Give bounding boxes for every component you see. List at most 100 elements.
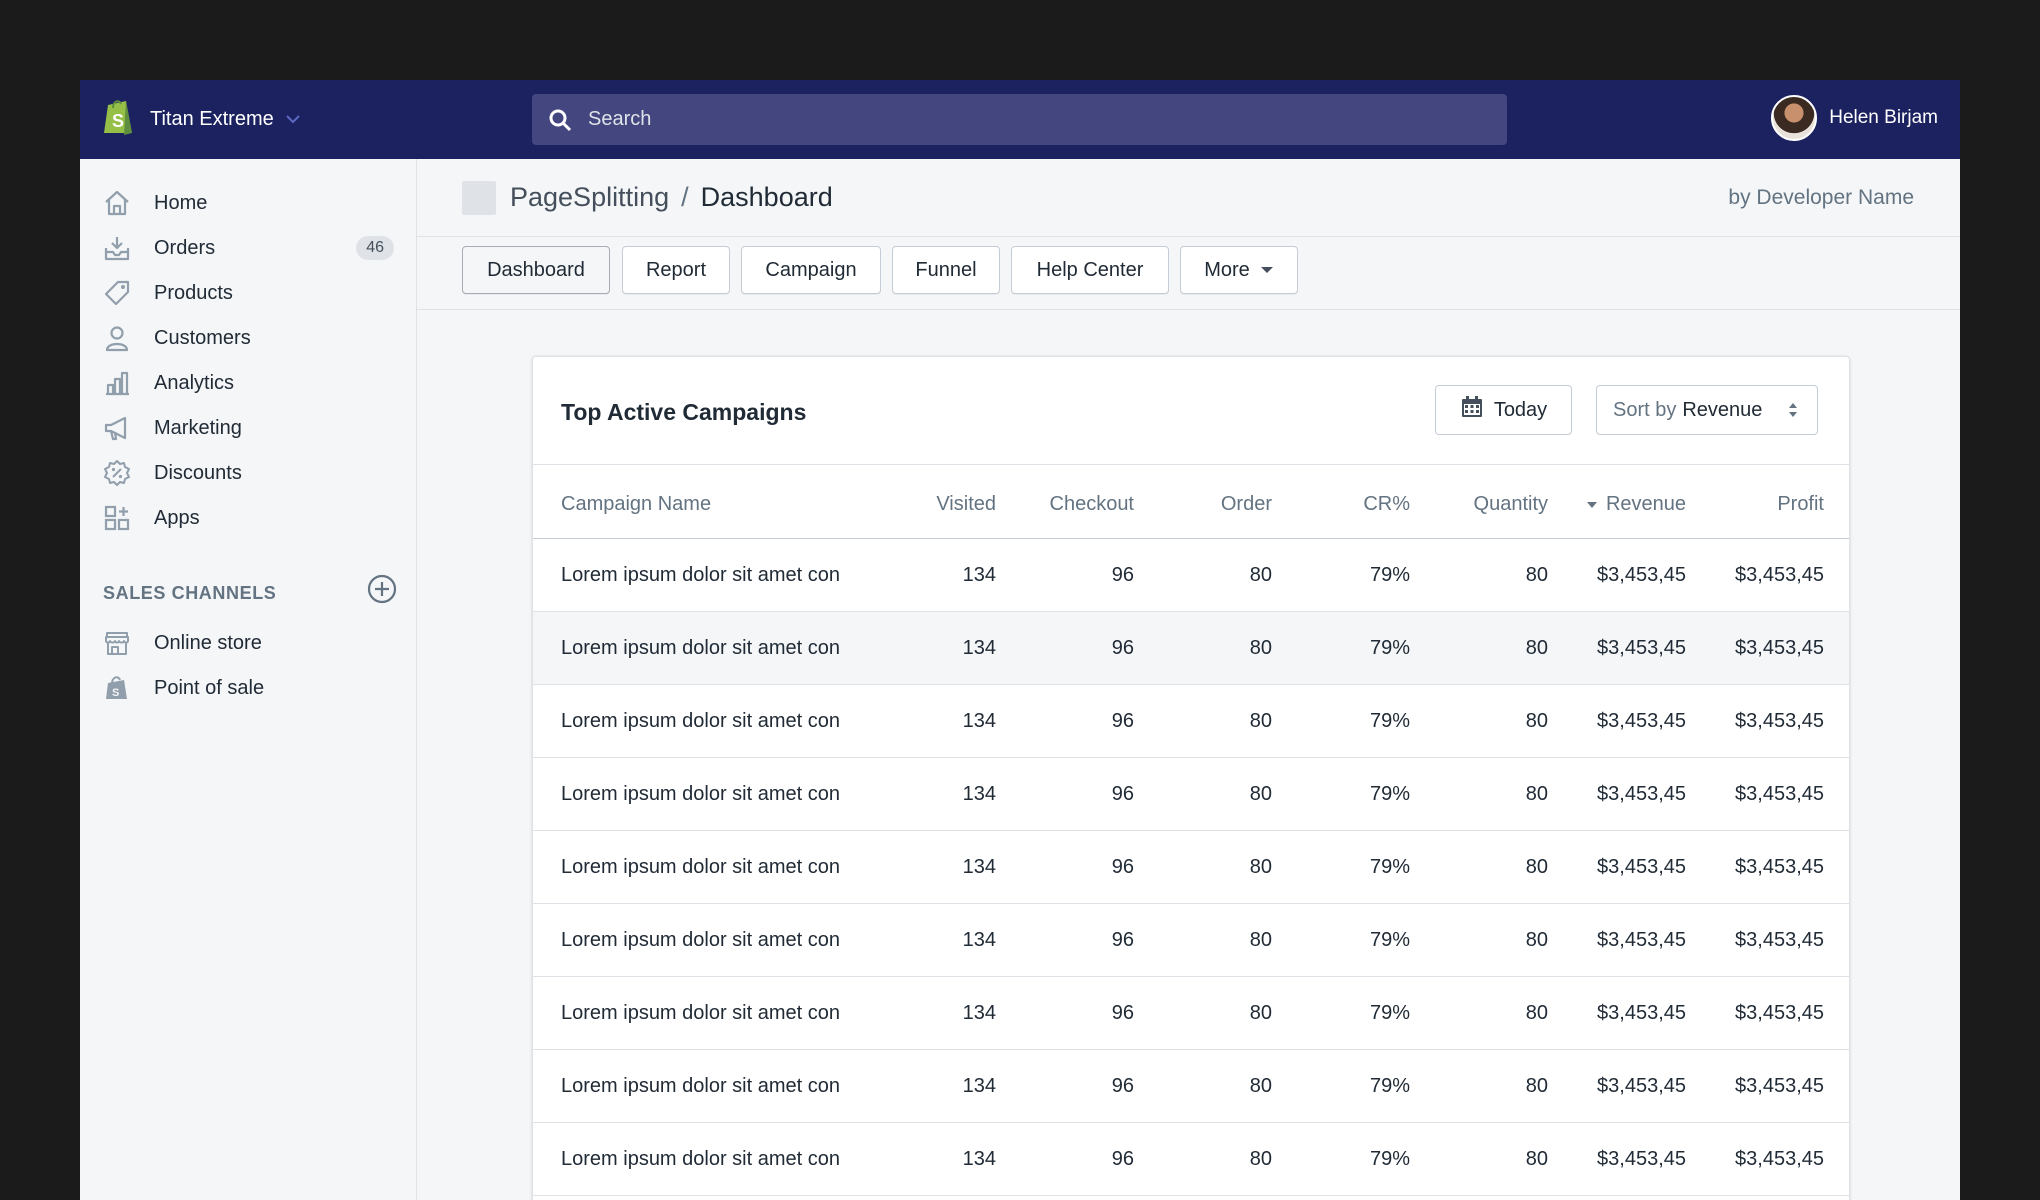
search-bar[interactable]: Search [532, 94, 1507, 145]
breadcrumb-separator: / [681, 182, 689, 212]
shopify-logo-icon: S [102, 97, 136, 142]
top-bar: S Titan Extreme Search Helen Birjam [80, 80, 1960, 159]
sort-select[interactable]: Sort by Revenue [1596, 385, 1818, 435]
cell-revenue: $3,453,45 [1597, 1075, 1686, 1097]
cell-checkout: 96 [1111, 710, 1134, 732]
chevron-down-icon [286, 111, 300, 129]
cell-cr: 79% [1369, 1148, 1410, 1170]
table-row[interactable]: Lorem ipsum dolor sit amet con 134 96 80 79%… [533, 539, 1849, 612]
cell-order: 80 [1249, 1148, 1272, 1170]
tab-funnel[interactable]: Funnel [892, 246, 1000, 294]
sidebar-item-marketing[interactable]: Marketing [102, 408, 394, 448]
column-header-profit[interactable]: Profit [1777, 493, 1824, 515]
sidebar-item-products[interactable]: Products [102, 273, 394, 313]
cell-campaign-name: Lorem ipsum dolor sit amet con [561, 856, 841, 878]
table-row[interactable]: Lorem ipsum dolor sit amet con 134 96 80 79%… [533, 1123, 1849, 1196]
orders-count-badge: 46 [356, 236, 394, 260]
column-header-order[interactable]: Order [1220, 493, 1272, 515]
avatar[interactable] [1771, 95, 1818, 141]
cell-campaign-name: Lorem ipsum dolor sit amet con [561, 1002, 841, 1024]
cell-order: 80 [1249, 564, 1272, 586]
table-row[interactable]: Lorem ipsum dolor sit amet con 134 96 80 79%… [533, 831, 1849, 904]
cell-profit: $3,453,45 [1735, 637, 1824, 659]
cell-quantity: 80 [1525, 856, 1548, 878]
search-input[interactable]: Search [588, 108, 652, 130]
cell-cr: 79% [1369, 1075, 1410, 1097]
cell-checkout: 96 [1111, 856, 1134, 878]
add-sales-channel-button[interactable] [366, 574, 398, 607]
breadcrumb-app[interactable]: PageSplitting [510, 182, 670, 212]
cell-order: 80 [1249, 929, 1272, 951]
tab-more[interactable]: More [1180, 246, 1298, 294]
sidebar-item-apps[interactable]: Apps [102, 498, 394, 538]
cell-visited: 134 [962, 710, 996, 732]
cell-checkout: 96 [1111, 929, 1134, 951]
tab-dashboard[interactable]: Dashboard [462, 246, 610, 294]
sort-prefix-label: Sort by [1613, 398, 1677, 421]
cell-order: 80 [1249, 710, 1272, 732]
column-header-campaign-name[interactable]: Campaign Name [561, 493, 712, 515]
cell-campaign-name: Lorem ipsum dolor sit amet con [561, 710, 841, 732]
cell-campaign-name: Lorem ipsum dolor sit amet con [561, 637, 841, 659]
column-header-label: Revenue [1605, 493, 1686, 515]
developer-name[interactable]: by Developer Name [1728, 186, 1914, 209]
cell-revenue: $3,453,45 [1597, 929, 1686, 951]
tab-campaign[interactable]: Campaign [741, 246, 881, 294]
cell-visited: 134 [962, 1002, 996, 1024]
sidebar-item-orders[interactable]: Orders 46 [102, 228, 394, 268]
table-row[interactable]: Lorem ipsum dolor sit amet con 134 96 80 79%… [533, 612, 1849, 685]
sidebar-item-customers[interactable]: Customers [102, 318, 394, 358]
cell-revenue: $3,453,45 [1597, 856, 1686, 878]
column-header-revenue[interactable]: Revenue [1586, 493, 1686, 516]
cell-order: 80 [1249, 1002, 1272, 1024]
cell-profit: $3,453,45 [1735, 856, 1824, 878]
tag-icon [102, 278, 132, 308]
user-menu[interactable]: Helen Birjam [1771, 95, 1938, 141]
cell-quantity: 80 [1525, 710, 1548, 732]
sidebar-item-point-of-sale[interactable]: S Point of sale [102, 668, 394, 708]
page-header: PageSplitting / Dashboard by Developer N… [417, 159, 1960, 237]
column-header-checkout[interactable]: Checkout [1049, 493, 1135, 515]
tab-label: Dashboard [487, 258, 585, 281]
cell-checkout: 96 [1111, 1148, 1134, 1170]
home-icon [102, 188, 132, 218]
table-row[interactable]: Lorem ipsum dolor sit amet con 134 96 80 79%… [533, 758, 1849, 831]
cell-quantity: 80 [1525, 929, 1548, 951]
cell-quantity: 80 [1525, 637, 1548, 659]
cell-cr: 79% [1369, 856, 1410, 878]
column-header-quantity[interactable]: Quantity [1473, 493, 1548, 515]
date-range-button[interactable]: Today [1435, 385, 1572, 435]
cell-profit: $3,453,45 [1735, 564, 1824, 586]
svg-text:S: S [112, 111, 124, 131]
caret-down-icon [1260, 266, 1274, 274]
table-header: Campaign Name Visited Checkout Order CR%… [533, 465, 1849, 539]
tab-label: Report [645, 258, 707, 281]
app-window: S Titan Extreme Search Helen Birjam Home [80, 80, 1960, 1200]
discount-icon [102, 458, 132, 488]
sidebar-item-label: Customers [154, 326, 251, 349]
cell-cr: 79% [1369, 637, 1410, 659]
tab-report[interactable]: Report [622, 246, 730, 294]
main-content: PageSplitting / Dashboard by Developer N… [417, 159, 1960, 1200]
cell-quantity: 80 [1525, 1148, 1548, 1170]
sidebar-item-home[interactable]: Home [102, 183, 394, 223]
store-switcher[interactable]: S Titan Extreme [102, 97, 522, 142]
cell-campaign-name: Lorem ipsum dolor sit amet con [561, 1148, 841, 1170]
megaphone-icon [102, 413, 132, 443]
table-row[interactable]: Lorem ipsum dolor sit amet con 134 96 80 79%… [533, 904, 1849, 977]
table-row[interactable]: Lorem ipsum dolor sit amet con 134 96 80 79%… [533, 1050, 1849, 1123]
tab-bar: Dashboard Report Campaign Funnel Help Ce… [417, 237, 1960, 310]
tab-help-center[interactable]: Help Center [1011, 246, 1169, 294]
cell-order: 80 [1249, 637, 1272, 659]
table-row[interactable]: Lorem ipsum dolor sit amet con 134 96 80 79%… [533, 977, 1849, 1050]
column-header-cr[interactable]: CR% [1363, 493, 1410, 515]
column-header-visited[interactable]: Visited [936, 493, 996, 515]
campaigns-card: Top Active Campaigns Today Sort by Reven… [532, 356, 1850, 1200]
table-row[interactable]: Lorem ipsum dolor sit amet con 134 96 80 79%… [533, 685, 1849, 758]
sidebar-item-analytics[interactable]: Analytics [102, 363, 394, 403]
sidebar-item-online-store[interactable]: Online store [102, 623, 394, 663]
table-body: Lorem ipsum dolor sit amet con 134 96 80 79%… [533, 539, 1849, 1196]
store-name: Titan Extreme [150, 108, 274, 130]
cell-quantity: 80 [1525, 783, 1548, 805]
sidebar-item-discounts[interactable]: Discounts [102, 453, 394, 493]
